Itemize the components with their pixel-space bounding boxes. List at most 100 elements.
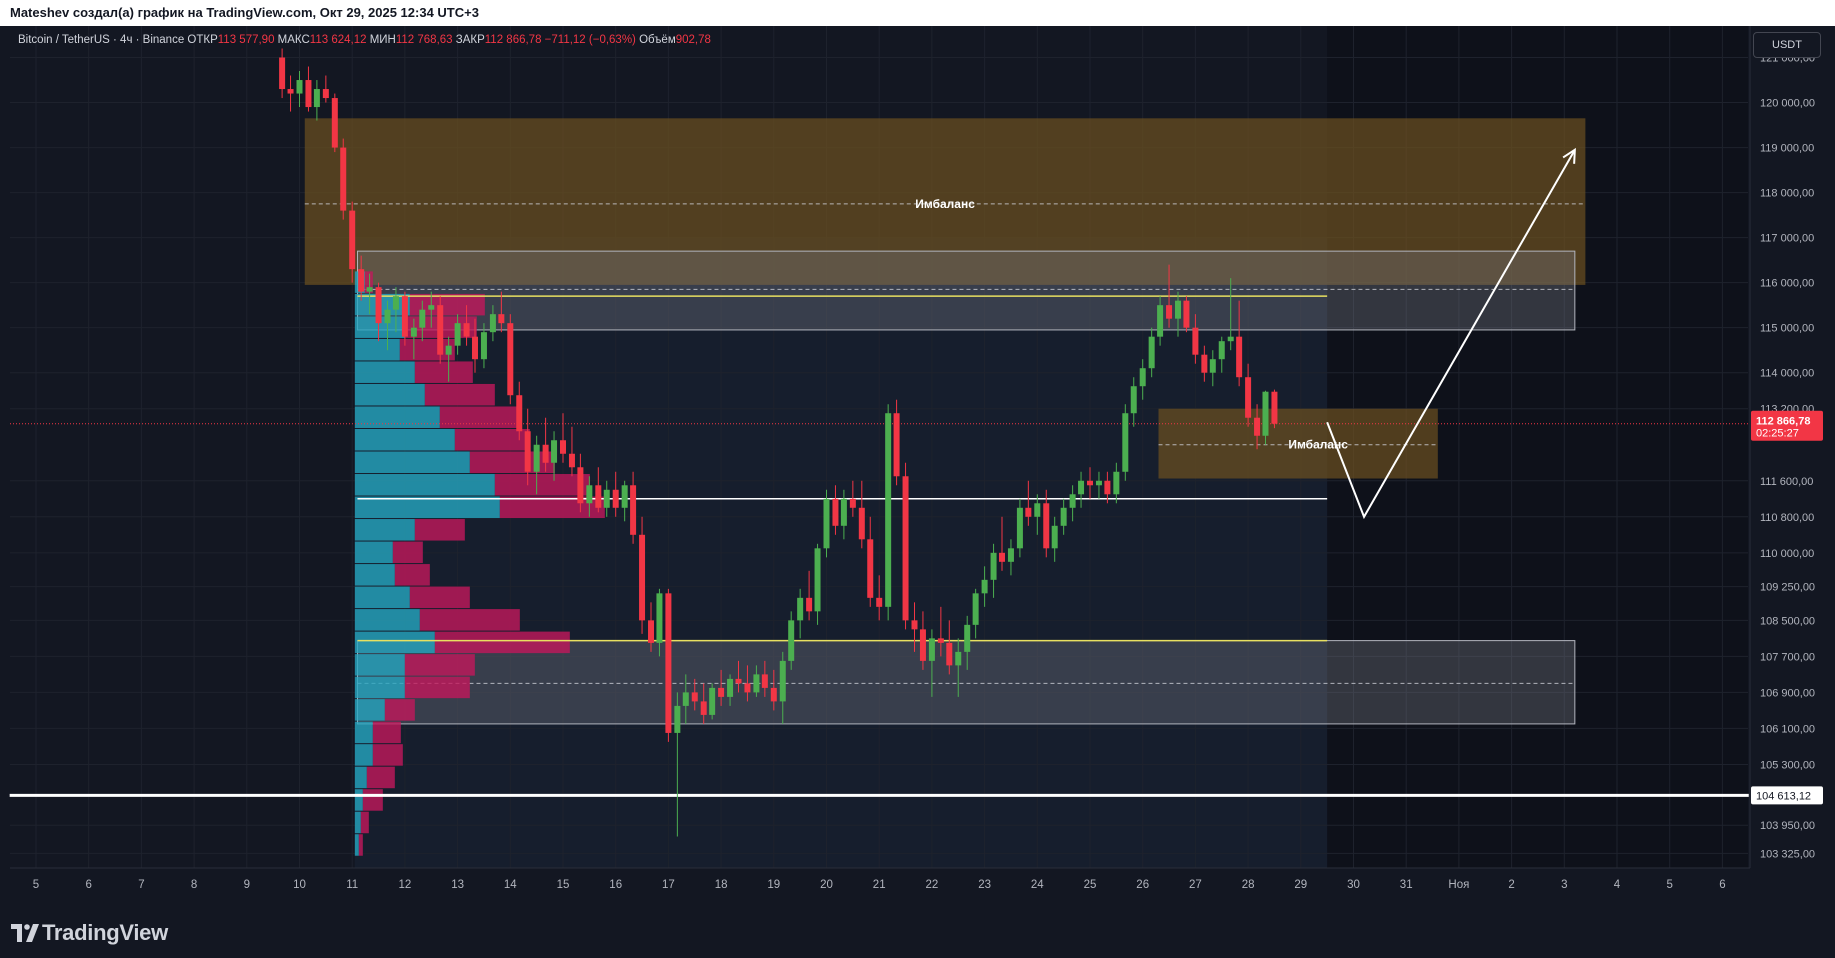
volume-profile-down-bar xyxy=(384,699,415,721)
candle-body xyxy=(1227,336,1234,342)
x-tick-label: 3 xyxy=(1561,879,1567,891)
volume-value: 902,78 xyxy=(675,34,711,46)
candle-body xyxy=(691,692,698,702)
x-tick-label: 6 xyxy=(1719,879,1725,891)
x-tick-label: 5 xyxy=(33,879,39,891)
candle-body xyxy=(858,507,865,540)
candle-body xyxy=(648,620,655,643)
volume-profile-up-bar xyxy=(354,744,373,766)
volume-profile-down-bar xyxy=(439,406,520,428)
ohlc-legend: Bitcoin / TetherUS · 4ч · Binance ОТКР11… xyxy=(18,34,711,46)
candle-body xyxy=(392,296,399,310)
candle-body xyxy=(911,620,918,630)
candle-body xyxy=(296,80,303,94)
candle-body xyxy=(577,467,584,504)
volume-profile-down-bar xyxy=(372,721,401,744)
volume-profile-up-bar xyxy=(354,834,359,856)
x-tick-label: 20 xyxy=(820,879,833,891)
volume-profile-up-bar xyxy=(354,654,405,676)
volume-profile-up-bar xyxy=(354,789,363,811)
x-tick-label: 2 xyxy=(1508,879,1514,891)
tradingview-logo-icon xyxy=(11,924,39,942)
zone-rect-1 xyxy=(356,250,1576,331)
y-tick-label: 105 300,00 xyxy=(1760,759,1815,771)
x-tick-label: 18 xyxy=(715,879,728,891)
attribution-text: Mateshev создал(а) график на TradingView… xyxy=(10,5,479,20)
candle-body xyxy=(349,210,356,270)
y-tick-label: 110 000,00 xyxy=(1760,548,1814,560)
candle-body xyxy=(735,678,742,684)
candle-body xyxy=(287,89,294,94)
candle-body xyxy=(779,660,786,702)
x-tick-label: 11 xyxy=(346,879,358,891)
candle-body xyxy=(1130,386,1137,414)
candle-body xyxy=(1060,507,1067,526)
candle-body xyxy=(893,413,900,477)
candle-body xyxy=(313,89,320,108)
candle-body xyxy=(1034,503,1041,517)
candle-body xyxy=(1095,480,1102,486)
y-tick-label: 108 500,00 xyxy=(1760,615,1815,627)
candle-body xyxy=(656,593,663,643)
candle-body xyxy=(480,332,487,360)
x-tick-label: 4 xyxy=(1614,879,1621,891)
candle-body xyxy=(410,327,417,337)
low-label: МИН xyxy=(369,34,396,46)
volume-profile-up-bar xyxy=(354,474,495,496)
candle-body xyxy=(419,309,426,328)
candle-body xyxy=(1183,300,1190,328)
x-tick-label: Ноя xyxy=(1448,879,1469,891)
volume-profile-down-bar xyxy=(414,519,465,541)
change-value: −711,12 (−0,63%) xyxy=(544,34,636,46)
candle-body xyxy=(1157,305,1164,337)
candle-body xyxy=(1113,471,1120,495)
y-tick-label: 107 700,00 xyxy=(1760,651,1815,663)
candle-body xyxy=(761,674,768,688)
volume-profile-up-bar xyxy=(354,293,410,316)
y-tick-label: 110 800,00 xyxy=(1760,512,1814,524)
candle-body xyxy=(998,552,1005,562)
candle-body xyxy=(340,147,347,211)
candle-body xyxy=(744,683,751,693)
volume-profile-down-bar xyxy=(360,811,369,834)
countdown-timer: 02:25:27 xyxy=(1756,428,1799,440)
candle-body xyxy=(885,413,892,607)
y-tick-label: 120 000,00 xyxy=(1760,98,1815,110)
zone-rect-3 xyxy=(356,640,1576,725)
open-value: 113 577,90 xyxy=(217,34,275,46)
candle-body xyxy=(682,692,689,706)
candle-body xyxy=(1043,503,1050,549)
x-tick-label: 25 xyxy=(1084,879,1097,891)
candle-body xyxy=(498,314,505,324)
candle-body xyxy=(1175,300,1182,319)
zone-rect-2 xyxy=(1158,408,1438,479)
volume-profile-down-bar xyxy=(394,564,430,586)
candle-body xyxy=(1166,305,1173,319)
volume-profile-down-bar xyxy=(362,789,383,811)
candle-body xyxy=(823,498,830,549)
candle-body xyxy=(1271,391,1278,424)
candle-body xyxy=(375,287,382,324)
candle-body xyxy=(401,296,408,337)
chart-area[interactable]: Имбаланс Имбаланс 121 000,00 120 000,00 119 … xyxy=(0,26,1835,910)
volume-profile-up-bar xyxy=(354,361,415,383)
currency-button[interactable]: USDT xyxy=(1753,32,1821,58)
candle-body xyxy=(1192,327,1199,355)
volume-profile-down-bar xyxy=(424,383,495,406)
zone-label-0: Имбаланс xyxy=(915,197,975,211)
x-tick-label: 16 xyxy=(609,879,622,891)
candle-body xyxy=(568,453,575,468)
candle-body xyxy=(1201,354,1208,373)
volume-profile-up-bar xyxy=(354,519,415,541)
candle-body xyxy=(384,309,391,324)
candle-body xyxy=(797,597,804,621)
y-tick-label: 106 900,00 xyxy=(1760,687,1815,699)
low-value: 112 768,63 xyxy=(395,34,453,46)
symbol-label: Bitcoin / TetherUS · 4ч · Binance xyxy=(18,34,185,46)
candle-body xyxy=(1245,377,1252,418)
candle-body xyxy=(674,705,681,733)
open-label: ОТКР xyxy=(187,34,218,46)
x-tick-label: 5 xyxy=(1666,879,1672,891)
high-value: 113 624,12 xyxy=(309,34,367,46)
